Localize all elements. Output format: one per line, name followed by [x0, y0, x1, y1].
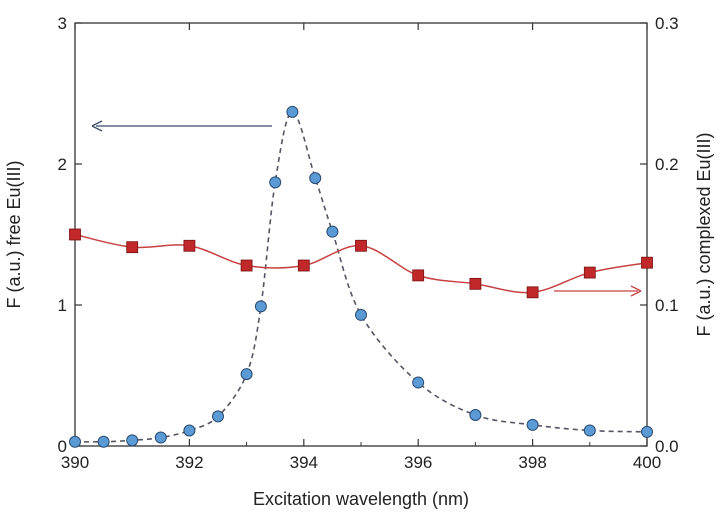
data-point	[469, 277, 482, 290]
data-point	[183, 239, 196, 252]
right-axis-arrow-head	[630, 285, 642, 297]
y-left-tick-label: 1	[58, 296, 67, 315]
data-point	[583, 266, 596, 279]
x-tick-label: 394	[290, 453, 318, 472]
data-point	[126, 241, 139, 254]
data-point	[469, 408, 482, 421]
x-axis-title: Excitation wavelength (nm)	[253, 489, 469, 509]
y-left-tick-label: 3	[58, 14, 67, 33]
data-point	[355, 239, 367, 252]
data-point	[69, 435, 81, 448]
axes	[74, 22, 648, 447]
y-right-axis-title: F (a.u.) complexed Eu(III)	[694, 132, 714, 336]
x-tick-label: 396	[404, 453, 432, 472]
data-point	[526, 418, 539, 431]
x-tick-label: 398	[518, 453, 546, 472]
series-free-eu	[69, 105, 653, 448]
y-right-tick-label: 0.0	[655, 437, 679, 456]
x-tick-label: 392	[175, 453, 203, 472]
left-axis-arrow-head	[91, 120, 103, 132]
series-line	[74, 111, 648, 443]
data-point	[286, 105, 299, 118]
y-right-tick-label: 0.1	[655, 296, 679, 315]
y-left-tick-label: 0	[58, 437, 67, 456]
data-point	[641, 256, 653, 269]
annotations	[91, 120, 642, 297]
data-point	[240, 259, 253, 272]
x-tick-label: 400	[633, 453, 661, 472]
data-point	[309, 172, 322, 185]
y-right-tick-label: 0.3	[655, 14, 679, 33]
data-point	[412, 376, 425, 389]
plot-frame	[74, 22, 648, 447]
data-point	[126, 434, 139, 447]
data-point	[254, 300, 267, 313]
data-point	[97, 435, 110, 448]
data-point	[526, 286, 539, 299]
data-point	[583, 424, 596, 437]
series-layer	[69, 105, 653, 448]
data-point	[297, 259, 310, 272]
data-point	[240, 368, 253, 381]
data-point	[154, 431, 167, 444]
data-point	[269, 176, 282, 189]
data-point	[641, 425, 653, 438]
data-point	[326, 225, 339, 238]
y-left-axis-title: F (a.u.) free Eu(III)	[4, 160, 24, 308]
data-point	[355, 308, 367, 321]
series-complexed-eu	[69, 228, 653, 299]
data-point	[183, 424, 196, 437]
data-point	[69, 228, 81, 241]
data-point	[212, 410, 224, 423]
x-tick-label: 390	[61, 453, 89, 472]
y-left-tick-label: 2	[58, 155, 67, 174]
y-right-tick-label: 0.2	[655, 155, 679, 174]
tick-marks: 390 392 394 396 398 400 0 1 2 3 0.0 0.1 0.2 0.3	[58, 14, 679, 472]
data-point	[412, 269, 425, 282]
